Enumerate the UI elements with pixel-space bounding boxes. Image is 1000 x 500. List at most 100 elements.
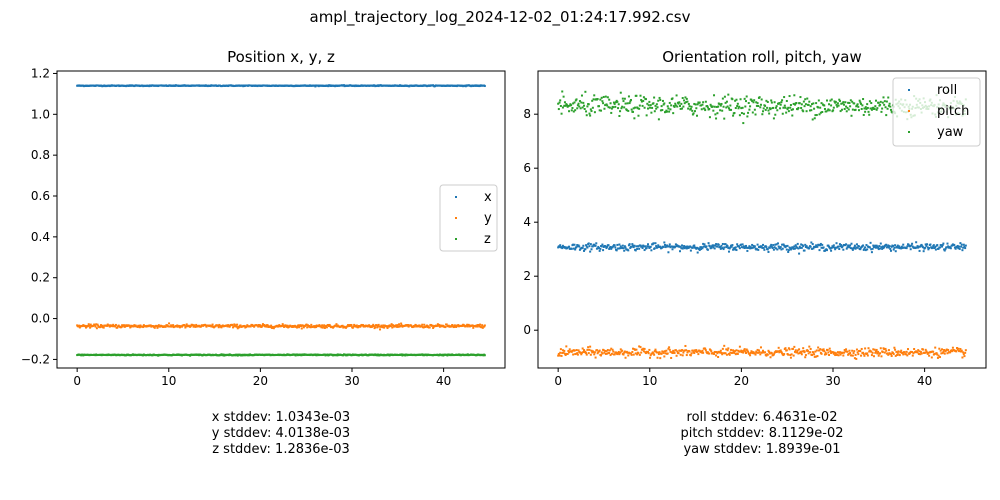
data-point <box>818 249 821 252</box>
data-point <box>466 325 469 328</box>
data-point <box>918 249 921 252</box>
data-point <box>727 250 730 253</box>
data-point <box>813 355 816 358</box>
data-point <box>936 244 939 247</box>
data-point <box>762 246 765 249</box>
data-point <box>947 348 950 351</box>
data-point <box>168 322 171 325</box>
data-point <box>752 351 755 354</box>
data-point <box>741 106 744 109</box>
data-point <box>695 349 698 352</box>
y-tick-label: 0.8 <box>31 148 50 162</box>
data-point <box>828 347 831 350</box>
data-point <box>655 107 658 110</box>
data-point <box>885 243 888 246</box>
data-point <box>910 244 913 247</box>
data-point <box>627 95 630 98</box>
data-point <box>867 110 870 113</box>
data-point <box>643 249 646 252</box>
data-point <box>325 326 328 329</box>
data-point <box>775 105 778 108</box>
data-point <box>591 106 594 109</box>
data-point <box>726 245 729 248</box>
data-point <box>690 352 693 355</box>
data-point <box>789 104 792 107</box>
data-point <box>840 244 843 247</box>
data-point <box>562 351 565 354</box>
data-point <box>866 103 869 106</box>
y-tick-label: 1.0 <box>31 107 50 121</box>
data-point <box>580 353 583 356</box>
data-point <box>736 352 739 355</box>
data-point <box>615 99 618 102</box>
data-point <box>892 248 895 251</box>
data-point <box>851 108 854 111</box>
data-point <box>848 101 851 104</box>
data-point <box>742 246 745 249</box>
data-point <box>745 351 748 354</box>
data-point <box>937 247 940 250</box>
data-point <box>700 246 703 249</box>
data-point <box>706 351 709 354</box>
data-point <box>863 247 866 250</box>
data-point <box>804 98 807 101</box>
data-point <box>940 352 943 355</box>
x-tick-label: 30 <box>825 374 840 388</box>
data-point <box>670 356 673 359</box>
data-point <box>749 351 752 354</box>
data-point <box>941 244 944 247</box>
data-point <box>888 245 891 248</box>
data-point <box>762 110 765 113</box>
data-point <box>722 105 725 108</box>
data-point <box>558 354 561 357</box>
data-point <box>272 327 275 330</box>
data-point <box>855 243 858 246</box>
data-point <box>691 246 694 249</box>
data-point <box>713 352 716 355</box>
data-point <box>423 323 426 326</box>
data-point <box>755 350 758 353</box>
data-point <box>770 245 773 248</box>
data-point <box>894 348 897 351</box>
data-point <box>587 242 590 245</box>
data-point <box>477 324 480 327</box>
data-point <box>681 244 684 247</box>
data-point <box>570 350 573 353</box>
data-point <box>629 246 632 249</box>
data-point <box>719 247 722 250</box>
data-point <box>863 107 866 110</box>
data-point <box>627 244 630 247</box>
data-point <box>897 350 900 353</box>
data-point <box>845 105 848 108</box>
data-point <box>828 103 831 106</box>
data-point <box>796 108 799 111</box>
data-point <box>674 104 677 107</box>
data-point <box>838 351 841 354</box>
data-point <box>680 247 683 250</box>
data-point <box>678 101 681 104</box>
data-point <box>892 244 895 247</box>
data-point <box>875 350 877 353</box>
data-point <box>297 324 300 327</box>
data-point <box>808 345 811 348</box>
data-point <box>957 247 960 250</box>
data-point <box>646 245 649 248</box>
data-point <box>663 355 666 358</box>
data-point <box>714 244 717 247</box>
data-point <box>662 245 665 248</box>
data-point <box>761 113 764 116</box>
data-point <box>636 107 639 110</box>
data-point <box>886 352 889 355</box>
data-point <box>908 352 911 355</box>
data-point <box>775 243 778 246</box>
data-point <box>717 356 720 358</box>
data-point <box>768 246 771 249</box>
data-point <box>568 104 571 107</box>
data-point <box>668 101 671 104</box>
data-point <box>774 113 777 116</box>
data-point <box>951 346 954 349</box>
data-point <box>794 350 797 353</box>
series-z <box>76 353 486 357</box>
series-x <box>76 84 486 88</box>
data-point <box>879 347 882 350</box>
